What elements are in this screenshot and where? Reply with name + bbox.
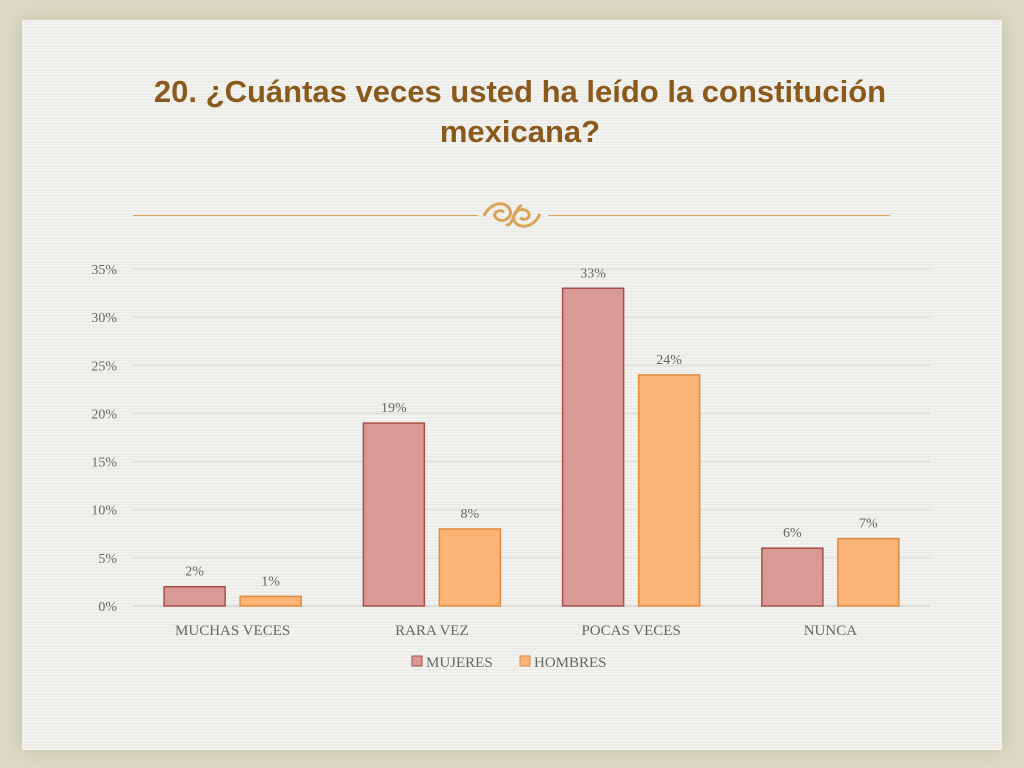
data-label: 1% bbox=[261, 574, 280, 589]
y-tick-label: 20% bbox=[91, 407, 117, 422]
y-tick-label: 0% bbox=[98, 600, 117, 615]
y-tick-label: 15% bbox=[91, 456, 117, 471]
y-tick-label: 25% bbox=[91, 359, 117, 374]
data-label: 2% bbox=[185, 565, 204, 580]
data-label: 8% bbox=[461, 507, 480, 522]
slide bbox=[22, 20, 1002, 750]
legend-label: HOMBRES bbox=[534, 655, 607, 671]
y-tick-label: 30% bbox=[91, 311, 117, 326]
data-label: 7% bbox=[859, 517, 878, 532]
slide-title: 20. ¿Cuántas veces usted ha leído la con… bbox=[153, 74, 887, 149]
bar-hombres-0 bbox=[239, 595, 302, 607]
data-label: 33% bbox=[580, 266, 606, 281]
x-category-label: NUNCA bbox=[804, 623, 858, 639]
bar-hombres-3 bbox=[837, 537, 900, 607]
bars-layer bbox=[163, 287, 900, 607]
ornament-line-left bbox=[133, 215, 478, 216]
y-tick-label: 35% bbox=[91, 263, 117, 278]
bar-mujeres-3 bbox=[761, 547, 824, 607]
bar-mujeres-2 bbox=[561, 287, 625, 607]
y-tick-label: 10% bbox=[91, 504, 117, 519]
data-label: 24% bbox=[656, 353, 682, 368]
bar-mujeres-1 bbox=[362, 422, 426, 607]
x-category-label: RARA VEZ bbox=[395, 623, 468, 639]
legend-label: MUJERES bbox=[426, 655, 493, 671]
legend-swatch-mujeres bbox=[411, 655, 423, 667]
bar-hombres-2 bbox=[637, 374, 701, 607]
bar-mujeres-0 bbox=[163, 585, 226, 607]
legend: MUJERES HOMBRES bbox=[411, 655, 607, 671]
labels-layer: 0% 5% 10% 15% 20% 25% 30% 35% 2% 1% MUCHAS VECES 19… bbox=[91, 263, 878, 639]
bar-hombres-1 bbox=[438, 528, 502, 607]
y-tick-label: 5% bbox=[98, 552, 117, 567]
x-category-label: POCAS VECES bbox=[581, 623, 680, 639]
data-label: 19% bbox=[381, 401, 407, 416]
x-category-label: MUCHAS VECES bbox=[175, 623, 290, 639]
ornament-line-right bbox=[548, 215, 890, 216]
legend-swatch-hombres bbox=[519, 655, 531, 667]
flourish-icon bbox=[482, 202, 542, 228]
data-label: 6% bbox=[783, 526, 802, 541]
